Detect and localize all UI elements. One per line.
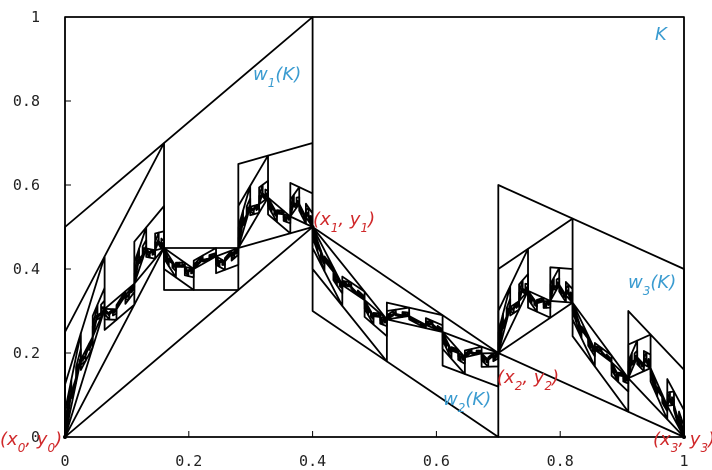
ifs-image: [622, 375, 630, 385]
ifs-image: [379, 316, 388, 328]
annotation-part: w: [253, 64, 268, 85]
annotation: w3(K): [628, 272, 676, 298]
ifs-image: [332, 270, 344, 295]
ifs-image: [258, 179, 269, 206]
annotation-part: ): [53, 429, 62, 450]
annotation: (x2, y2): [497, 367, 559, 393]
y-tick-label: 0.8: [13, 92, 40, 110]
ifs-image: [555, 277, 561, 288]
ifs-image: [642, 350, 652, 370]
ifs-image: [564, 281, 574, 304]
ifs-image: [289, 181, 314, 228]
annotation-part: (x: [497, 367, 515, 388]
x-tick-label: 0.6: [423, 452, 450, 470]
annotation-part: 3: [700, 441, 708, 455]
annotation-part: 1: [360, 221, 368, 235]
ifs-image: [133, 205, 165, 285]
annotation-part: ): [706, 429, 712, 450]
annotation: (x0, y0): [0, 429, 62, 455]
x-tick-label: 1: [679, 452, 688, 470]
annotation-part: (x: [0, 429, 18, 450]
annotation-part: 0: [18, 441, 26, 455]
x-tick-label: 0: [60, 452, 69, 470]
annotation: (x3, y3): [653, 429, 712, 455]
annotation-part: , y: [338, 209, 360, 230]
ifs-image: [91, 286, 106, 338]
ifs-image-level1: [311, 226, 500, 438]
annotation-part: 0: [47, 441, 55, 455]
annotation-part: (K): [465, 389, 491, 410]
ifs-image: [363, 299, 388, 338]
ifs-image: [100, 299, 106, 314]
ifs-image: [215, 247, 240, 275]
annotation: w1(K): [253, 64, 301, 90]
y-tick-label: 0.4: [13, 260, 40, 278]
ifs-image: [183, 265, 195, 279]
x-tick-label: 0.4: [299, 452, 326, 470]
ifs-image-level1: [497, 184, 685, 438]
ifs-image: [480, 352, 500, 368]
annotation-part: 1: [331, 221, 339, 235]
ifs-image: [154, 230, 165, 252]
annotation-part: K: [655, 24, 668, 45]
ifs-image: [633, 349, 639, 362]
annotation-part: 2: [458, 401, 466, 415]
annotation-part: (K): [275, 64, 301, 85]
ifs-image: [64, 142, 165, 438]
annotation-part: 1: [268, 76, 276, 90]
annotation-part: (K): [650, 272, 676, 293]
interpolation-point: [310, 225, 315, 229]
annotation-part: , y: [522, 367, 544, 388]
y-tick-label: 0: [31, 428, 40, 446]
ifs-image: [305, 202, 314, 228]
ifs-image: [542, 300, 552, 309]
ifs-image: [457, 352, 466, 365]
y-tick-label: 1: [31, 8, 40, 26]
interpolation-point: [496, 351, 501, 355]
annotation: (x1, y1): [313, 209, 375, 235]
annotation-part: , y: [678, 429, 700, 450]
ifs-image: [163, 247, 240, 291]
annotation-part: 2: [544, 379, 552, 393]
annotation-part: 3: [671, 441, 679, 455]
interpolation-point: [63, 435, 67, 439]
ifs-image: [666, 378, 685, 438]
annotation-part: 3: [643, 284, 651, 298]
ifs-image: [627, 310, 685, 438]
y-tick-label: 0.6: [13, 176, 40, 194]
annotation-part: (x: [653, 429, 671, 450]
ifs-image: [610, 361, 630, 393]
annotation-part: , y: [25, 429, 47, 450]
ifs-image: [282, 213, 292, 225]
ifs-image: [441, 331, 500, 388]
annotation-part: 2: [515, 379, 523, 393]
annotation-part: ): [366, 209, 375, 230]
annotation-part: (x: [313, 209, 331, 230]
ifs-image-level1: [64, 16, 314, 438]
x-tick-label: 0.2: [175, 452, 202, 470]
ifs-image: [518, 273, 529, 302]
ifs-image: [587, 337, 596, 358]
y-tick-label: 0.2: [13, 344, 40, 362]
annotation-part: w: [443, 389, 458, 410]
interpolation-point: [682, 435, 686, 439]
ifs-image: [237, 142, 314, 249]
x-tick-label: 0.8: [547, 452, 574, 470]
annotation-part: w: [628, 272, 643, 293]
ifs-image: [549, 266, 574, 304]
attractor: [64, 191, 685, 438]
annotation: w2(K): [443, 389, 491, 415]
annotation-part: ): [550, 367, 559, 388]
annotation: K: [655, 24, 668, 45]
